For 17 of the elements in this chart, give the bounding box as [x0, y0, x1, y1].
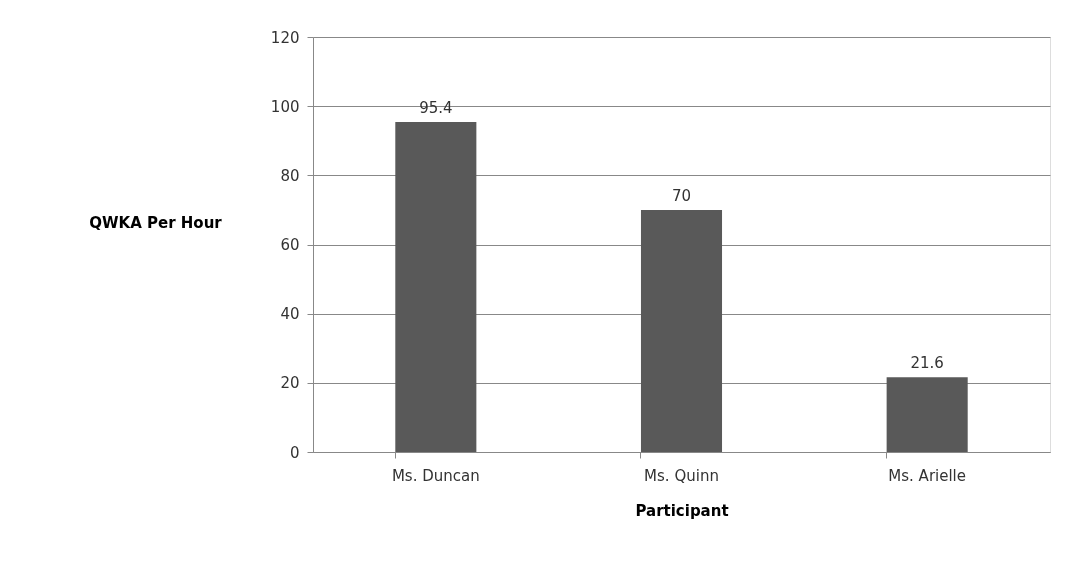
- data-label: 70: [671, 186, 692, 205]
- y-tick-label: 60: [280, 236, 300, 254]
- y-tick-label: 0: [289, 443, 300, 462]
- x-axis-title: Participant: [635, 501, 729, 520]
- x-tick-label: Ms. Duncan: [391, 466, 480, 485]
- bar: [886, 377, 968, 452]
- y-axis-title: QWKA Per Hour: [89, 213, 223, 232]
- x-tick-label: Ms. Quinn: [644, 466, 719, 485]
- y-tick-label: 20: [280, 374, 300, 393]
- y-tick-label: 100: [270, 97, 300, 116]
- y-tick-label: 40: [280, 305, 300, 324]
- y-tick-label: 80: [280, 166, 300, 185]
- data-label: 21.6: [910, 354, 944, 373]
- bar: [395, 122, 477, 452]
- y-tick-label: 120: [270, 28, 300, 47]
- x-tick-label: Ms. Arielle: [888, 466, 967, 485]
- bar: [640, 209, 723, 452]
